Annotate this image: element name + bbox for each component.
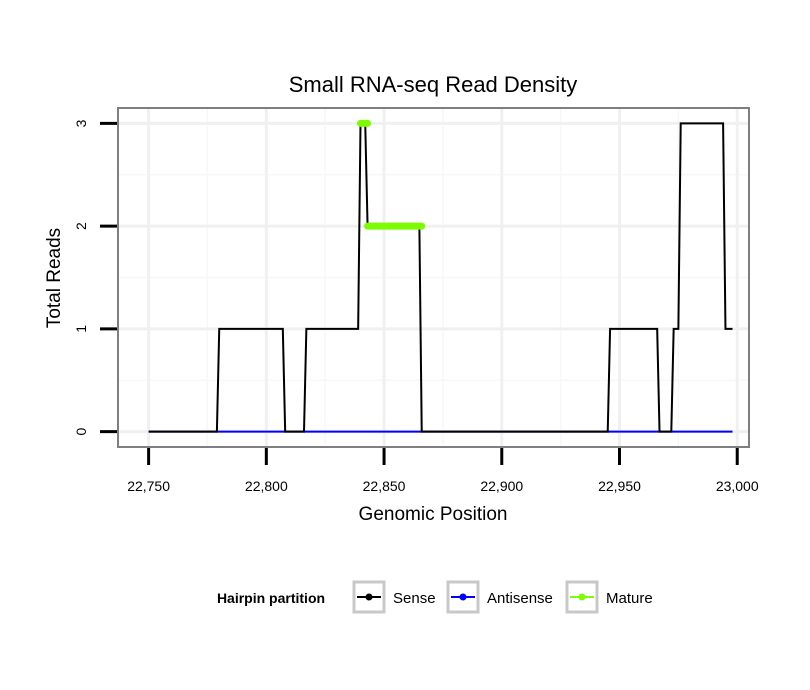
y-axis-title: Total Reads	[44, 228, 65, 328]
legend-label-antisense: Antisense	[487, 590, 553, 607]
series-lines	[148, 119, 733, 433]
legend-title: Hairpin partition	[217, 590, 325, 606]
y-tick-label: 3	[73, 119, 89, 127]
legend-label-mature: Mature	[606, 590, 653, 607]
y-tick-label: 2	[73, 222, 89, 230]
x-tick-label: 22,750	[127, 478, 170, 494]
x-tick-label: 22,950	[598, 478, 641, 494]
legend-dot-sense	[365, 593, 373, 601]
series-sense-line	[148, 122, 733, 433]
x-tick-label: 23,000	[716, 478, 759, 494]
y-tick-label: 1	[73, 325, 89, 333]
legend-dot-antisense	[459, 593, 467, 601]
axis-ticks: 22,750 22,800 22,850 22,900 22,950 23,000 0 1 2 3	[73, 119, 759, 494]
x-tick-label: 22,850	[363, 478, 406, 494]
chart-title: Small RNA-seq Read Density	[289, 72, 578, 97]
legend-label-sense: Sense	[393, 590, 436, 607]
legend: Hairpin partition Sense Antisense Mature	[217, 580, 653, 614]
x-tick-label: 22,900	[480, 478, 523, 494]
legend-dot-mature	[578, 593, 586, 601]
x-axis-title: Genomic Position	[359, 504, 508, 525]
x-tick-label: 22,800	[245, 478, 288, 494]
y-tick-label: 0	[73, 427, 89, 435]
